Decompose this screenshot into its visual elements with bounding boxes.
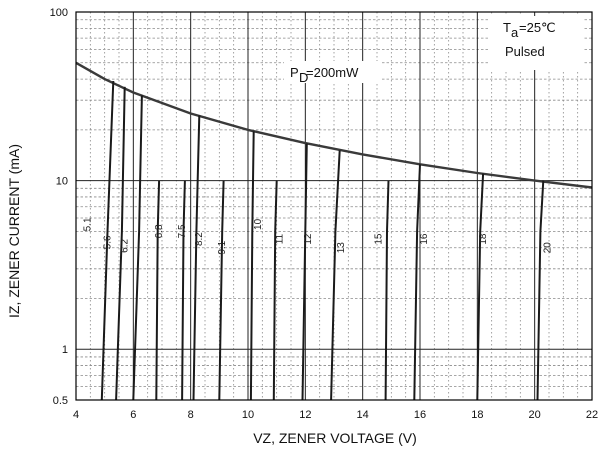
zener-curve-label: 8.2 (194, 232, 205, 246)
power-note-background (284, 61, 380, 83)
zener-curve-labels: 5.1 5.6 6.2 6.8 7.5 8.2 9.1 10 11 12 13 15 16 18 20 (82, 217, 553, 255)
zener-curve-18 (476, 173, 485, 401)
zener-curve-5-6 (115, 86, 126, 401)
conditions-note: T a =25℃ Pulsed (488, 16, 584, 70)
major-grid (76, 12, 592, 400)
zener-curve-label: 20 (542, 242, 553, 254)
y-tick-label: 10 (56, 176, 68, 188)
plot-frame (75, 11, 593, 401)
zener-curve-label: 12 (303, 233, 314, 245)
x-tick-label: 20 (529, 409, 541, 421)
zener-curves (100, 80, 545, 401)
ta-value: =25℃ (519, 20, 556, 35)
ta-symbol: T (503, 20, 511, 35)
zener-curve-label: 11 (274, 233, 285, 244)
zener-curve-label: 16 (419, 233, 430, 245)
y-tick-label: 100 (50, 7, 68, 19)
x-tick-label: 8 (188, 409, 194, 421)
zener-curve-10 (249, 131, 255, 401)
pd-subscript: D (299, 70, 308, 85)
zener-curve-8-2 (192, 115, 201, 401)
y-axis-title: IZ, ZENER CURRENT (mA) (6, 144, 22, 318)
x-tick-label: 22 (586, 409, 598, 421)
x-tick-label: 12 (299, 409, 311, 421)
zener-curve-label: 6.2 (120, 239, 131, 253)
x-tick-label: 16 (414, 409, 426, 421)
zener-curve-label: 10 (253, 218, 264, 230)
zener-curve-label: 18 (478, 233, 489, 245)
pulsed-note: Pulsed (505, 44, 545, 59)
x-tick-labels: 4 6 8 10 12 14 16 18 20 22 (73, 409, 598, 421)
x-tick-label: 14 (357, 409, 369, 421)
zener-curve-13 (330, 150, 341, 401)
pd-value: =200mW (306, 65, 359, 80)
x-axis-title: VZ, ZENER VOLTAGE (V) (253, 430, 417, 446)
zener-curve-label: 5.1 (82, 217, 93, 231)
zener-curve-20 (536, 180, 545, 401)
conditions-note-background (488, 16, 584, 70)
zener-curve-label: 5.6 (102, 235, 113, 249)
zener-curve-label: 6.8 (154, 224, 165, 238)
power-note: P D =200mW (284, 61, 380, 85)
zener-curve-label: 9.1 (217, 240, 228, 254)
zener-curve-15 (384, 180, 390, 401)
y-tick-labels: 0.5 1 10 100 (50, 7, 68, 407)
zener-curve-9-1 (218, 180, 225, 401)
zener-curve-label: 13 (336, 242, 347, 254)
zener-curve-7-5 (181, 180, 186, 401)
y-tick-label: 0.5 (53, 395, 68, 407)
zener-curve-12 (301, 143, 308, 401)
x-tick-label: 6 (130, 409, 136, 421)
y-tick-label: 1 (62, 344, 68, 356)
zener-curve-16 (413, 164, 421, 401)
zener-curve-label: 15 (373, 233, 384, 245)
ta-subscript: a (511, 25, 519, 40)
zener-curve-6-8 (155, 180, 161, 401)
zener-curve-11 (272, 180, 278, 401)
x-tick-label: 18 (471, 409, 483, 421)
x-tick-label: 4 (73, 409, 79, 421)
x-tick-label: 10 (242, 409, 254, 421)
zener-curve-5-1 (100, 80, 115, 401)
pd-symbol: P (290, 65, 299, 80)
zener-curve-label: 7.5 (177, 224, 188, 238)
zener-curve-6-2 (132, 95, 143, 401)
